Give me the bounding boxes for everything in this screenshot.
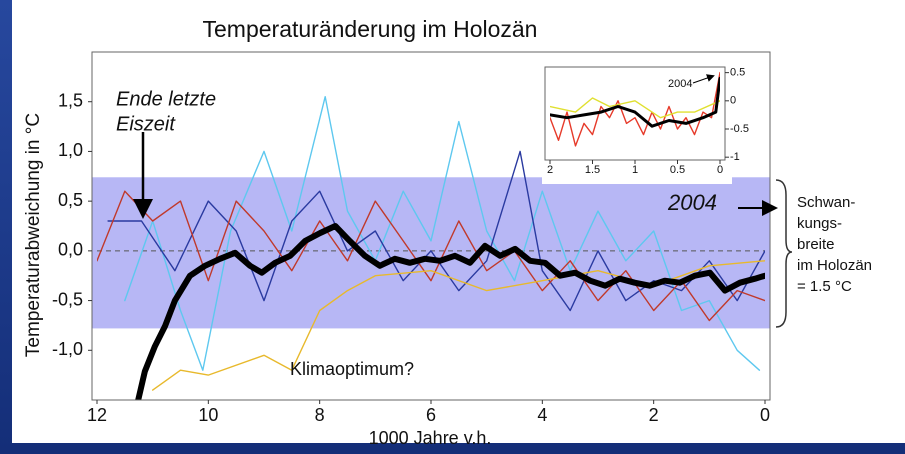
inset-year-arrow [692,74,715,84]
x-tick-label: 0 [717,164,723,176]
y-tick-label: -1,0 [52,339,83,359]
y-tick-label: -0,5 [52,289,83,309]
y-tick-label: 0 [730,95,736,107]
optimum-label: Klimaoptimum? [290,359,414,379]
series-line [97,190,765,322]
range-label: kungs- [797,215,842,232]
inset-chart: 0.5 0 -0.5 -1 2 1.5 1 0.5 0 2004 [542,64,749,184]
x-tick-label: 10 [198,405,218,425]
range-label: breite [797,236,835,253]
y-tick-label: 0,5 [58,190,83,210]
lines [550,71,720,147]
range-label: = 1.5 °C [797,278,852,295]
variation-band [92,177,770,329]
range-brace [775,179,793,328]
range-label: Schwan- [797,194,855,211]
y-tick-label: -1 [730,151,740,163]
chart-title: Temperaturänderung im Holozän [203,16,538,42]
y-tick-label: 1,0 [58,140,83,160]
main-chart: 1,51,00,50,0-0,5-1,012 10 8 6 4 2 0Temperaturä… [23,16,872,448]
x-tick-label: 1 [632,164,638,176]
inset-year-label: 2004 [668,78,692,90]
x-tick-label: 0 [760,405,770,425]
ice-age-label: Eiszeit [116,113,176,135]
year-label: 2004 [667,190,717,215]
y-tick-label: 1,5 [58,90,83,110]
lines [97,96,765,400]
x-tick-label: 4 [537,405,547,425]
x-tick-label: 1.5 [585,164,600,176]
series-line [550,76,720,128]
x-tick-label: 12 [87,405,107,425]
ice-age-label: Ende letzte [116,88,216,110]
y-tick-label: 0.5 [730,67,745,79]
x-tick-label: 2 [649,405,659,425]
x-tick-label: 2 [547,164,553,176]
y-tick-label: 0,0 [58,240,83,260]
y-tick-label: -0.5 [730,123,749,135]
y-axis-title: Temperaturabweichung in °C [23,113,44,357]
x-tick-label: 0.5 [670,164,685,176]
range-label: im Holozän [797,257,872,274]
x-tick-label: 6 [426,405,436,425]
x-tick-label: 8 [315,405,325,425]
series-line [550,97,720,119]
series-line [135,223,765,400]
inset-background [542,64,732,184]
x-axis-title: 1000 Jahre v.h. [369,428,492,448]
series-line [550,71,720,147]
